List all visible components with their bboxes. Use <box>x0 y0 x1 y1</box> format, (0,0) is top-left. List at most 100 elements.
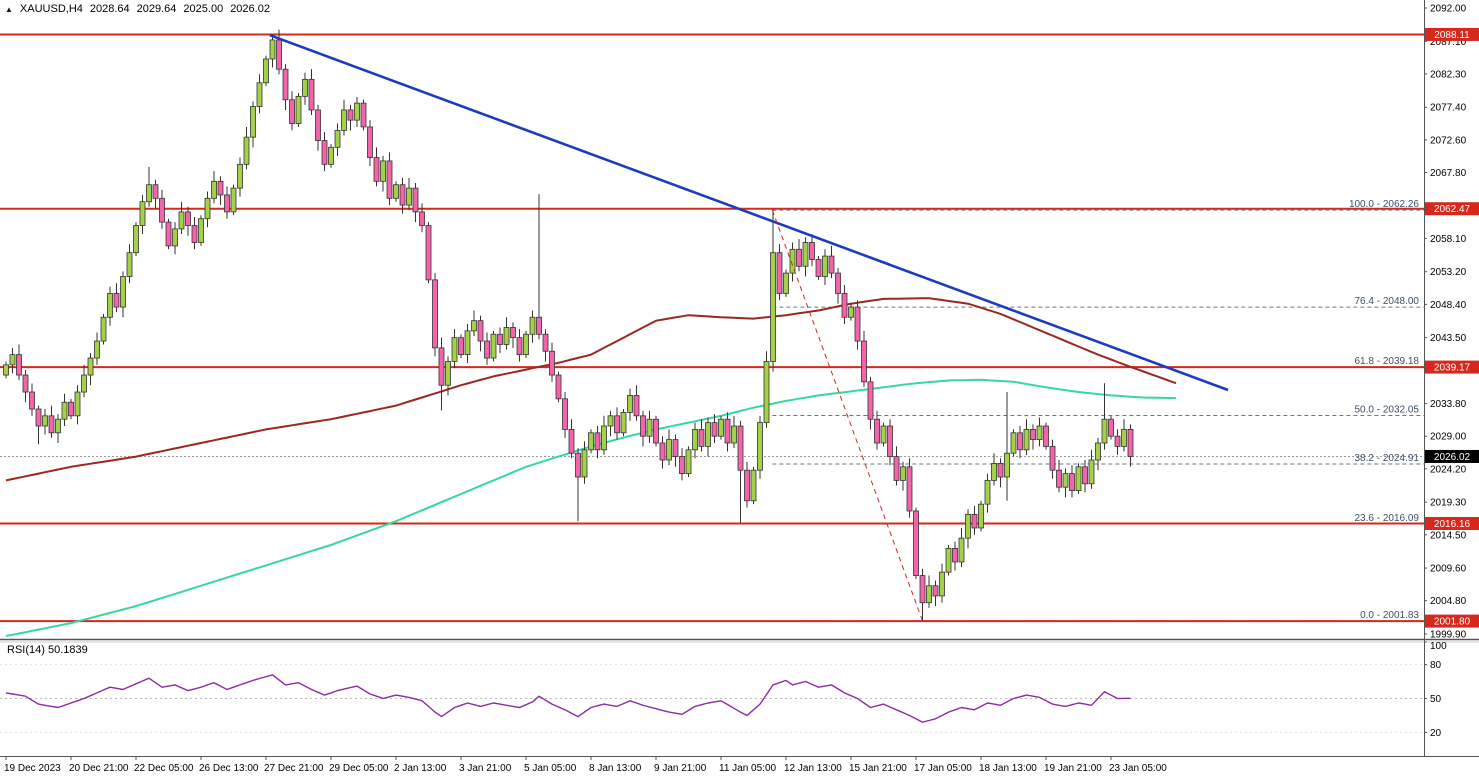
bull-candle <box>107 293 113 318</box>
price-level-badge-label: 2016.16 <box>1434 519 1471 530</box>
bull-candle <box>204 197 211 220</box>
ohlc-open: 2028.64 <box>89 3 130 15</box>
bull-candle <box>94 340 100 359</box>
bear-candle <box>971 513 978 529</box>
bull-candle <box>601 425 607 451</box>
price-tick-label: 2014.50 <box>1430 530 1467 541</box>
bull-candle <box>380 160 386 182</box>
time-axis-label: 2 Jan 13:00 <box>394 763 447 774</box>
ohlc-close: 2026.02 <box>230 3 270 15</box>
bull-candle <box>900 466 906 481</box>
bear-candle <box>68 401 74 417</box>
fib-label: 61.8 - 2039.18 <box>1355 356 1420 367</box>
fib-label: 76.4 - 2048.00 <box>1355 296 1420 307</box>
bull-candle <box>464 330 471 356</box>
bear-candle <box>152 184 159 199</box>
bull-candle <box>978 503 984 529</box>
time-axis[interactable]: 19 Dec 2023 20 Dec 21:00 22 Dec 05:00 26 De… <box>0 756 1479 780</box>
bear-candle <box>724 418 731 444</box>
price-axis[interactable]: 2092.00 2087.10 2082.30 2077.40 2072.60 2067.… <box>1424 0 1479 756</box>
bull-candle <box>42 415 48 427</box>
bull-candle <box>984 479 991 505</box>
bull-candle <box>146 184 152 203</box>
bear-candle <box>16 354 22 376</box>
bear-candle <box>360 102 367 128</box>
bull-candle <box>445 361 451 386</box>
bull-candle <box>789 248 796 274</box>
bear-candle <box>1114 435 1121 447</box>
bear-candle <box>542 333 549 352</box>
bear-candle <box>828 255 835 274</box>
bull-candle <box>880 425 887 444</box>
bear-candle <box>1108 418 1114 437</box>
bear-candle <box>438 347 445 386</box>
fib-label: 38.2 - 2024.91 <box>1355 453 1420 464</box>
bear-candle <box>633 395 640 417</box>
bull-candle <box>250 106 256 138</box>
bull-candle <box>393 184 399 199</box>
bear-candle <box>419 211 425 226</box>
bull-candle <box>471 320 477 332</box>
bull-candle <box>958 537 965 563</box>
bear-candle <box>997 462 1004 478</box>
bull-candle <box>965 513 971 539</box>
bull-candle <box>822 255 828 277</box>
bear-candle <box>614 415 620 434</box>
bull-candle <box>87 357 94 376</box>
time-axis-label: 11 Jan 05:00 <box>719 763 777 774</box>
bear-candle <box>906 466 913 512</box>
bull-candle <box>263 58 269 84</box>
price-tick-label: 2019.30 <box>1430 498 1467 509</box>
price-tick-label: 2029.00 <box>1430 432 1467 443</box>
bull-candle <box>1075 466 1082 491</box>
bull-candle <box>1036 425 1043 441</box>
bear-candle <box>776 252 783 294</box>
price-tick-label: 2053.20 <box>1430 267 1467 278</box>
time-axis-label: 26 Dec 13:00 <box>199 763 259 774</box>
bull-candle <box>763 361 770 424</box>
bear-candle <box>477 320 484 342</box>
price-level-badge-label: 2039.17 <box>1434 363 1471 374</box>
bull-candle <box>939 571 945 597</box>
bear-candle <box>861 340 867 383</box>
bull-candle <box>685 449 692 474</box>
price-level-badge-label: 2001.80 <box>1434 617 1471 628</box>
bear-candle <box>854 306 861 342</box>
bear-candle <box>919 575 926 604</box>
bull-candle <box>926 585 932 604</box>
time-axis-label: 29 Dec 05:00 <box>329 763 389 774</box>
bear-candle <box>659 442 666 461</box>
bull-candle <box>126 252 133 277</box>
bull-candle <box>1101 418 1108 444</box>
rsi-indicator-label: RSI(14) 50.1839 <box>7 644 88 656</box>
price-tick-label: 2024.20 <box>1430 464 1467 475</box>
time-axis-label: 23 Jan 05:00 <box>1109 763 1167 774</box>
price-tick-label: 1999.90 <box>1430 630 1467 641</box>
time-axis-label: 8 Jan 13:00 <box>589 763 642 774</box>
fib-label: 23.6 - 2016.09 <box>1355 513 1420 524</box>
bear-candle <box>425 225 432 281</box>
bear-candle <box>367 126 373 158</box>
bear-candle <box>887 425 893 458</box>
bear-candle <box>497 333 503 345</box>
time-axis-label: 20 Dec 21:00 <box>69 763 129 774</box>
bull-candle <box>1095 442 1101 461</box>
descending-trendline <box>269 33 1229 392</box>
bear-candle <box>412 187 419 213</box>
current-price-badge-label: 2026.02 <box>1434 452 1471 463</box>
rsi-pane[interactable]: 100 80 50 20 <box>0 641 1447 739</box>
bear-candle <box>48 415 55 434</box>
bear-candle <box>1056 469 1062 488</box>
bull-candle <box>666 439 672 461</box>
bear-candle <box>711 422 718 437</box>
ma-brown-line <box>5 297 1177 482</box>
bear-candle <box>737 425 744 471</box>
bear-candle <box>932 585 939 597</box>
bear-candle <box>562 398 568 430</box>
bear-candle <box>217 180 224 196</box>
bull-candle <box>770 252 776 362</box>
price-level-badge <box>1425 202 1479 216</box>
bull-candle <box>341 109 347 131</box>
fib-label: 0.0 - 2001.83 <box>1360 610 1419 621</box>
